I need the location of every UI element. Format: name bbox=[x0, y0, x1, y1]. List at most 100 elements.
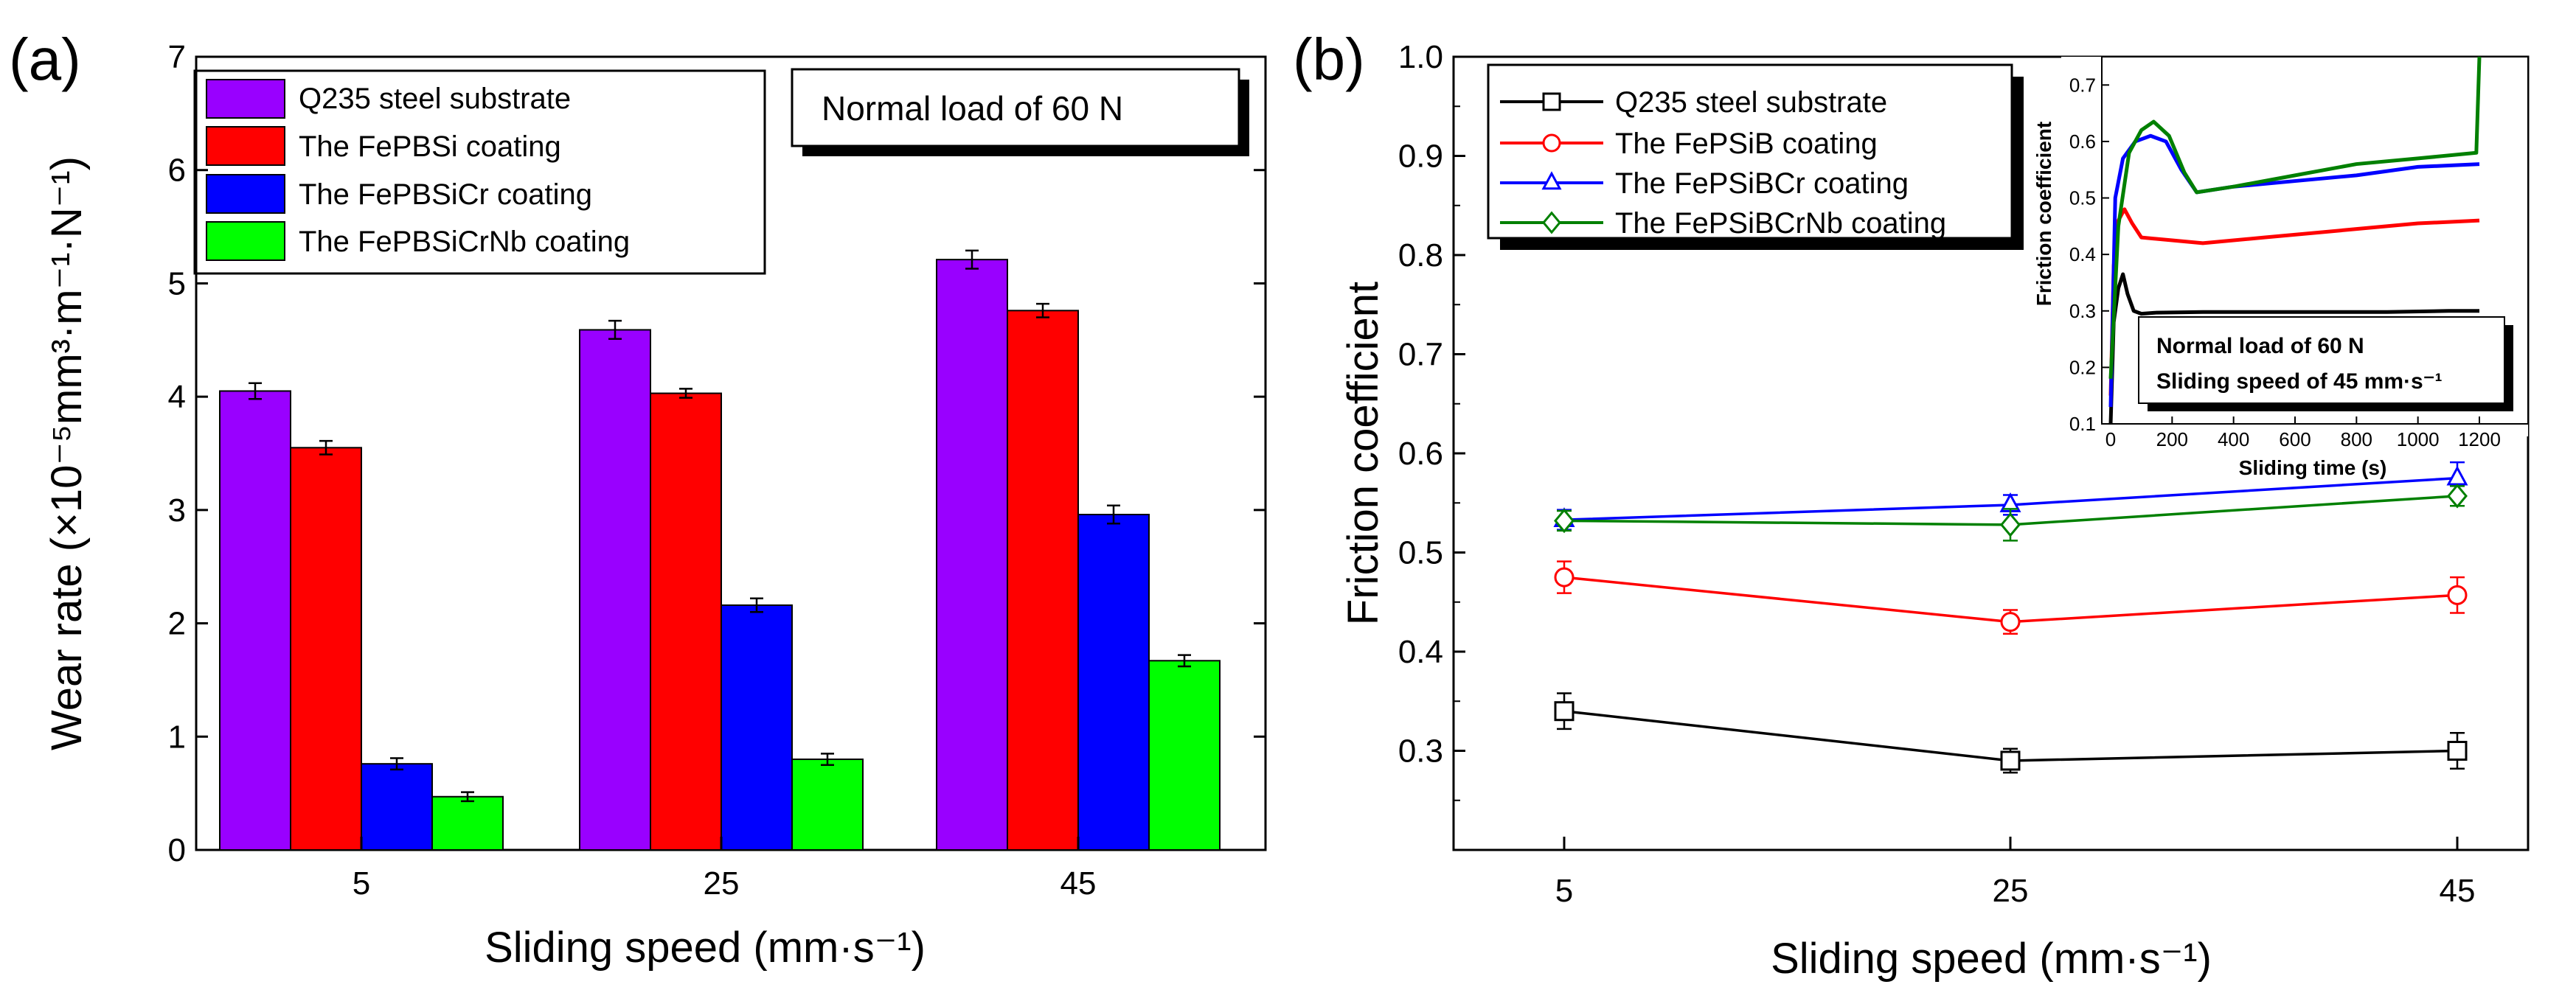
data-point bbox=[2447, 585, 2468, 605]
legend-marker-sample bbox=[1542, 92, 1561, 111]
inset-series-line bbox=[2108, 272, 2479, 425]
legend-label-fepbsicr: The FePBSiCr coating bbox=[299, 178, 592, 211]
b-ytick-label: 0.3 bbox=[1398, 733, 1443, 770]
data-point bbox=[2000, 612, 2021, 632]
inset-y-ticks: 0.1 0.2 0.3 0.4 0.5 0.6 0.7 bbox=[2069, 74, 2109, 435]
legend-b-label-fepsibcrnb: The FePSiBCrNb coating bbox=[1615, 207, 1946, 240]
panel-a-y-axis-label: Wear rate (×10⁻⁵mm³·m⁻¹·N⁻¹) bbox=[43, 156, 91, 750]
a-xtick-label: 45 bbox=[1060, 865, 1097, 902]
inset-x-axis-label: Sliding time (s) bbox=[2239, 456, 2387, 479]
data-point bbox=[2000, 512, 2021, 537]
b-ytick-label: 0.5 bbox=[1398, 535, 1443, 571]
legend-label-fepbsi: The FePBSi coating bbox=[299, 130, 561, 163]
panel-b-y-axis-label: Friction coefficient bbox=[1339, 282, 1387, 625]
inset-xtick-label: 600 bbox=[2279, 428, 2311, 450]
panel-a-legend: Q235 steel substrate The FePBSi coating … bbox=[193, 69, 766, 275]
bar bbox=[650, 392, 722, 851]
legend-swatch-fepbsicrnb bbox=[206, 221, 285, 261]
data-point bbox=[1554, 567, 1575, 588]
inset-plot-frame bbox=[2101, 56, 2529, 425]
legend-swatch-substrate bbox=[206, 79, 285, 119]
bar bbox=[579, 329, 651, 851]
panel-a-x-axis-label: Sliding speed (mm·s⁻¹) bbox=[485, 924, 926, 972]
panel-b-label: (b) bbox=[1293, 27, 1365, 92]
panel-a-annotation-box bbox=[791, 68, 1240, 147]
a-ytick-label: 0 bbox=[168, 832, 186, 868]
inset-xtick-label: 1000 bbox=[2397, 428, 2440, 450]
a-ytick-label: 7 bbox=[168, 39, 186, 75]
b-xtick-label: 5 bbox=[1555, 873, 1573, 909]
inset-series-line bbox=[2108, 56, 2482, 379]
panel-b-legend: Q235 steel substrate The FePSiB coating … bbox=[1487, 63, 2024, 250]
bar bbox=[290, 447, 362, 851]
bar bbox=[219, 390, 291, 851]
legend-label-substrate: Q235 steel substrate bbox=[299, 83, 571, 115]
inset-series bbox=[2108, 56, 2482, 425]
inset-xtick-label: 200 bbox=[2156, 428, 2188, 450]
panel-b-y-ticks: 0.3 0.4 0.5 0.6 0.7 0.8 0.9 1.0 bbox=[1398, 39, 1465, 801]
panel-a-annotation: Normal load of 60 N bbox=[791, 68, 1249, 156]
bar bbox=[1148, 660, 1221, 851]
data-point bbox=[1554, 701, 1575, 722]
data-point bbox=[1554, 508, 1575, 534]
inset-ytick-label: 0.1 bbox=[2069, 413, 2096, 435]
inset-ytick-label: 0.5 bbox=[2069, 187, 2096, 209]
bar bbox=[1007, 310, 1079, 851]
panel-a-legend-box bbox=[193, 69, 766, 275]
b-ytick-label: 0.7 bbox=[1398, 337, 1443, 373]
data-point bbox=[2447, 741, 2468, 761]
inset-xtick-label: 0 bbox=[2105, 428, 2116, 450]
inset-annotation-box bbox=[2138, 316, 2505, 404]
legend-b-label-fepsibcr: The FePSiBCr coating bbox=[1615, 167, 1909, 200]
a-ytick-label: 1 bbox=[168, 719, 186, 755]
inset-ytick-label: 0.7 bbox=[2069, 74, 2096, 96]
inset-xtick-label: 400 bbox=[2218, 428, 2249, 450]
b-ytick-label: 0.4 bbox=[1398, 634, 1443, 670]
bar bbox=[936, 259, 1008, 851]
legend-swatch-fepbsi bbox=[206, 126, 285, 166]
a-xtick-label: 25 bbox=[704, 865, 740, 902]
b-ytick-label: 1.0 bbox=[1398, 39, 1443, 75]
a-ytick-label: 5 bbox=[168, 265, 186, 301]
a-ytick-label: 2 bbox=[168, 606, 186, 642]
panel-a-bars bbox=[219, 249, 1221, 851]
b-xtick-label: 25 bbox=[1993, 873, 2029, 909]
legend-marker-sample bbox=[1542, 211, 1561, 234]
b-xtick-label: 45 bbox=[2440, 873, 2476, 909]
a-ytick-label: 4 bbox=[168, 379, 186, 415]
panel-b-line-chart: (b) 0.3 0.4 0.5 0.6 0.7 0.8 0.9 1.0 5 25 45 Slidi… bbox=[1293, 27, 2530, 983]
b-ytick-label: 0.8 bbox=[1398, 237, 1443, 273]
inset-xtick-label: 1200 bbox=[2458, 428, 2501, 450]
panel-b-series bbox=[1553, 461, 2468, 774]
a-xtick-label: 5 bbox=[353, 865, 370, 902]
inset-ytick-label: 0.3 bbox=[2069, 300, 2096, 322]
inset-ytick-label: 0.6 bbox=[2069, 130, 2096, 153]
legend-swatch-fepbsicr bbox=[206, 174, 285, 214]
panel-b-x-ticks: 5 25 45 bbox=[1555, 837, 2476, 909]
panel-b-x-axis-label: Sliding speed (mm·s⁻¹) bbox=[1771, 935, 2212, 983]
panel-a-label: (a) bbox=[9, 27, 81, 92]
inset-ytick-label: 0.2 bbox=[2069, 356, 2096, 378]
bar bbox=[361, 763, 433, 851]
data-point bbox=[2447, 484, 2468, 509]
panel-a-annotation-text: Normal load of 60 N bbox=[822, 89, 1123, 128]
bar bbox=[791, 759, 864, 851]
inset-annotation-line-2: Sliding speed of 45 mm·s⁻¹ bbox=[2156, 369, 2443, 394]
panel-a-x-ticks: 5 25 45 bbox=[353, 837, 1097, 902]
panel-b-legend-items bbox=[1500, 92, 1603, 234]
legend-b-label-fepsib: The FePSiB coating bbox=[1615, 128, 1878, 160]
panel-a-y-ticks: 0 1 2 3 4 5 6 7 bbox=[168, 39, 1266, 868]
inset-ytick-label: 0.4 bbox=[2069, 243, 2096, 265]
inset-x-ticks: 0 200 400 600 800 1000 1200 bbox=[2105, 416, 2501, 450]
bar bbox=[721, 604, 793, 851]
panel-b-legend-box bbox=[1487, 63, 2013, 240]
bar bbox=[431, 795, 504, 851]
legend-b-label-substrate: Q235 steel substrate bbox=[1615, 86, 1887, 119]
inset-annotation-line-1: Normal load of 60 N bbox=[2156, 334, 2364, 358]
bar bbox=[1077, 514, 1150, 851]
data-point bbox=[2446, 465, 2468, 486]
inset-xtick-label: 800 bbox=[2341, 428, 2372, 450]
legend-marker-sample bbox=[1541, 171, 1562, 190]
